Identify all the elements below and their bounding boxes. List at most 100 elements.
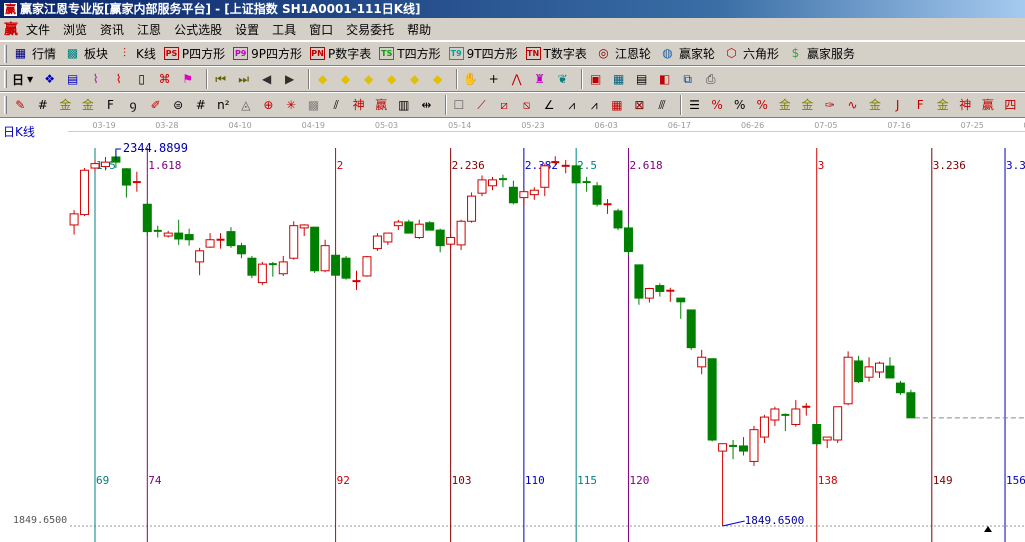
sector-blocks-button[interactable]: ▩ 板块 [64, 45, 108, 62]
menu-logo-icon[interactable]: 赢 [4, 22, 18, 38]
zoom-h-icon[interactable]: ◆ [364, 71, 374, 86]
network-icon[interactable]: ⧉ [683, 71, 692, 86]
n-squared-icon[interactable]: n² [217, 97, 230, 112]
last-bar-icon[interactable]: ⏭ [238, 71, 250, 86]
calculator-icon[interactable]: ▦ [613, 71, 625, 86]
target-icon[interactable]: ⊕ [263, 97, 274, 112]
fan-icon[interactable]: ⟋ [477, 97, 486, 112]
gann-grid-icon[interactable]: ▦ [611, 97, 623, 112]
zoom-v-icon[interactable]: ◆ [433, 71, 443, 86]
flag-icon[interactable]: ⚑ [182, 71, 194, 86]
fan-lines-icon[interactable]: ⫽ [333, 97, 339, 112]
ps-button[interactable]: PS P四方形 [163, 45, 225, 62]
pn-button[interactable]: PN P数字表 [310, 45, 371, 62]
save-icon[interactable]: ◧ [659, 71, 671, 86]
god-lines-icon[interactable]: 神 [352, 97, 365, 112]
j-angle-icon[interactable]: J [895, 97, 900, 112]
gann-wheel-button[interactable]: ◎ 江恩轮 [595, 45, 651, 62]
measure-icon[interactable]: ⇹ [421, 97, 432, 112]
menu-item[interactable]: 窗口 [309, 22, 334, 37]
gold-lines-icon[interactable]: 金 [59, 97, 72, 112]
box-fan-icon[interactable]: ⧄ [500, 97, 508, 112]
menu-item[interactable]: 江恩 [137, 22, 162, 37]
move-right-icon[interactable]: ◆ [341, 71, 351, 86]
menu-item[interactable]: 交易委托 [346, 22, 395, 37]
f-lines-icon[interactable]: F [107, 97, 114, 112]
kline-chart[interactable]: 1849.65001.5691.618742922.2361032.382110… [0, 132, 1025, 542]
t9-button[interactable]: T9 9T四方形 [448, 45, 518, 62]
gold-lines2-icon[interactable]: 金 [81, 97, 94, 112]
menu-item[interactable]: 资讯 [100, 22, 125, 37]
menu-item[interactable]: 公式选股 [174, 22, 223, 37]
clipboard-icon[interactable]: ▤ [67, 71, 79, 86]
gann-box-icon[interactable]: ⊠ [634, 97, 645, 112]
peak-icon[interactable]: ⋀ [511, 71, 522, 86]
toolbar-grip[interactable] [4, 96, 7, 114]
gold-circle-icon[interactable]: 金 [778, 97, 791, 112]
zigzag-icon[interactable]: ⩘ [590, 97, 598, 112]
menu-item[interactable]: 帮助 [407, 22, 432, 37]
wave3-icon[interactable]: ⌇ [92, 71, 99, 86]
period-selector[interactable]: 日 ▼ [12, 71, 33, 88]
calendar-icon[interactable]: ▣ [590, 71, 602, 86]
slant-lines-icon[interactable]: ⫻ [658, 97, 666, 112]
menu-item[interactable]: 设置 [235, 22, 260, 37]
first-bar-icon[interactable]: ⏮ [215, 71, 227, 86]
web-icon[interactable]: ✳ [285, 97, 297, 112]
notes-icon[interactable]: ▤ [636, 71, 648, 86]
win-lines-icon[interactable]: 赢 [375, 97, 388, 112]
menu-item[interactable]: 工具 [272, 22, 297, 37]
toolbar-grip[interactable] [4, 70, 7, 88]
four-angle-icon[interactable]: 四 [1004, 97, 1017, 112]
zoom-in-icon[interactable]: ◆ [387, 71, 397, 86]
scroll-left-icon[interactable]: ◀ [262, 71, 272, 86]
scroll-right-icon[interactable]: ▶ [285, 71, 295, 86]
angle-icon[interactable]: ∠ [543, 97, 555, 112]
parallel-icon[interactable]: # [195, 97, 206, 112]
f-angle-icon[interactable]: F [916, 97, 924, 112]
ts-button[interactable]: TS T四方形 [379, 45, 441, 62]
hexagon-button[interactable]: ⬡ 六角形 [723, 45, 779, 62]
gold-bar-icon[interactable]: 金 [869, 97, 882, 112]
move-left-icon[interactable]: ◆ [318, 71, 328, 86]
pen-lines-icon[interactable]: ✐ [150, 97, 161, 112]
pen-marker-icon[interactable]: ✑ [824, 97, 835, 112]
menu-item[interactable]: 文件 [26, 22, 51, 37]
zoom-out-icon[interactable]: ◆ [410, 71, 420, 86]
toolbar-grip[interactable] [4, 44, 7, 63]
box-fan2-icon[interactable]: ⧅ [522, 97, 531, 112]
wave9-icon[interactable]: ⌇ [115, 71, 122, 86]
hand-icon[interactable]: ✋ [463, 71, 479, 86]
brain-icon[interactable]: ❦ [557, 71, 568, 86]
grid-lines-icon[interactable]: # [37, 97, 48, 112]
ruler-icon[interactable]: ▥ [398, 97, 410, 112]
sine-icon[interactable]: ∿ [847, 97, 858, 112]
angles-icon[interactable]: ⩘ [568, 97, 576, 112]
pattern-icon[interactable]: ❖ [44, 71, 56, 86]
win-angle-icon[interactable]: 赢 [981, 97, 994, 112]
tangle-icon[interactable]: ⌘ [158, 71, 171, 86]
circle-grid-icon[interactable]: ⊜ [173, 97, 184, 112]
quote-grid-button[interactable]: ▦ 行情 [12, 45, 56, 62]
crosshair-icon[interactable]: + [488, 71, 499, 86]
percent-icon[interactable]: % [733, 97, 746, 112]
pen-icon[interactable]: ✎ [15, 97, 26, 112]
p9-button[interactable]: P9 9P四方形 [233, 45, 302, 62]
menu-item[interactable]: 浏览 [63, 22, 88, 37]
triangle-icon[interactable]: ◬ [241, 97, 251, 112]
tower-icon[interactable]: ♜ [534, 71, 546, 86]
square-web-icon[interactable]: ▩ [307, 97, 320, 112]
spiral-icon[interactable]: ꝯ [129, 97, 137, 112]
box-icon[interactable]: ☐ [453, 97, 465, 112]
gold-levels-icon[interactable]: 金 [801, 97, 814, 112]
ladder-icon[interactable]: ☰ [689, 97, 700, 112]
candle-type-icon[interactable]: ▯ [138, 71, 145, 86]
tn-button[interactable]: TN T数字表 [525, 45, 587, 62]
percent-line-icon[interactable]: % [711, 97, 723, 112]
dollar-button[interactable]: $ 赢家服务 [787, 45, 855, 62]
winner-wheel-button[interactable]: ◍ 赢家轮 [659, 45, 715, 62]
god-angle-icon[interactable]: 神 [959, 97, 972, 112]
gold-angle-icon[interactable]: 金 [936, 97, 949, 112]
percent-levels-icon[interactable]: % [756, 97, 768, 112]
print-icon[interactable]: ⎙ [705, 71, 716, 86]
